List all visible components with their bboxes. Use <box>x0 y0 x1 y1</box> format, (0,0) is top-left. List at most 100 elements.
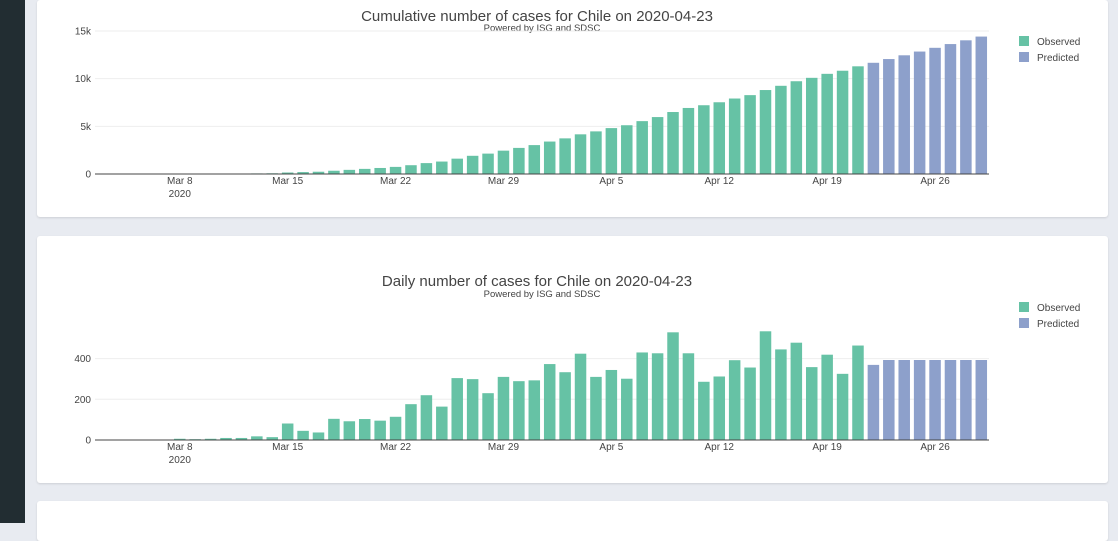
observed-bar[interactable] <box>405 165 417 174</box>
y-tick-label: 5k <box>80 122 92 133</box>
observed-bar[interactable] <box>359 169 371 174</box>
predicted-bar[interactable] <box>914 360 926 440</box>
observed-bar[interactable] <box>606 128 618 174</box>
observed-bar[interactable] <box>421 163 433 174</box>
observed-bar[interactable] <box>775 86 787 174</box>
observed-bar[interactable] <box>852 346 864 440</box>
legend-label[interactable]: Predicted <box>1037 53 1079 64</box>
sidebar <box>0 0 25 523</box>
observed-bar[interactable] <box>529 145 541 174</box>
observed-bar[interactable] <box>529 380 541 440</box>
observed-bar[interactable] <box>482 154 494 174</box>
observed-bar[interactable] <box>791 343 803 440</box>
predicted-bar[interactable] <box>898 55 910 174</box>
observed-bar[interactable] <box>313 432 325 440</box>
observed-bar[interactable] <box>436 407 448 440</box>
predicted-bar[interactable] <box>868 365 880 440</box>
observed-bar[interactable] <box>621 125 633 174</box>
legend-label[interactable]: Predicted <box>1037 319 1079 330</box>
legend-label[interactable]: Observed <box>1037 303 1080 314</box>
observed-bar[interactable] <box>821 74 833 174</box>
predicted-bar[interactable] <box>960 40 972 174</box>
predicted-bar[interactable] <box>976 37 988 174</box>
observed-bar[interactable] <box>760 90 772 174</box>
observed-bar[interactable] <box>621 379 633 440</box>
observed-bar[interactable] <box>390 167 402 174</box>
observed-bar[interactable] <box>606 370 618 440</box>
observed-bar[interactable] <box>344 421 356 440</box>
observed-bar[interactable] <box>575 354 587 440</box>
observed-bar[interactable] <box>729 99 741 174</box>
predicted-bar[interactable] <box>898 360 910 440</box>
observed-bar[interactable] <box>328 419 340 440</box>
observed-bar[interactable] <box>374 421 386 440</box>
observed-bar[interactable] <box>544 142 556 174</box>
observed-bar[interactable] <box>744 95 756 174</box>
observed-bar[interactable] <box>837 71 849 174</box>
observed-bar[interactable] <box>652 117 664 174</box>
observed-bar[interactable] <box>498 151 510 174</box>
observed-bar[interactable] <box>806 367 818 440</box>
observed-bar[interactable] <box>729 360 741 440</box>
observed-bar[interactable] <box>760 331 772 440</box>
x-tick-year-label: 2020 <box>169 455 192 466</box>
observed-bar[interactable] <box>467 379 479 440</box>
predicted-bar[interactable] <box>883 59 895 174</box>
legend-swatch[interactable] <box>1019 36 1029 46</box>
observed-bar[interactable] <box>667 332 679 440</box>
observed-bar[interactable] <box>390 417 402 440</box>
observed-bar[interactable] <box>405 404 417 440</box>
observed-bar[interactable] <box>714 376 726 440</box>
observed-bar[interactable] <box>498 377 510 440</box>
observed-bar[interactable] <box>714 102 726 174</box>
predicted-bar[interactable] <box>914 52 926 174</box>
observed-bar[interactable] <box>698 382 710 440</box>
observed-bar[interactable] <box>636 352 648 440</box>
predicted-bar[interactable] <box>945 360 957 440</box>
predicted-bar[interactable] <box>868 63 880 174</box>
observed-bar[interactable] <box>852 66 864 174</box>
observed-bar[interactable] <box>344 170 356 174</box>
observed-bar[interactable] <box>559 138 571 174</box>
observed-bar[interactable] <box>806 78 818 174</box>
predicted-bar[interactable] <box>960 360 972 440</box>
observed-bar[interactable] <box>467 156 479 174</box>
observed-bar[interactable] <box>251 436 263 440</box>
observed-bar[interactable] <box>590 131 602 174</box>
observed-bar[interactable] <box>451 378 463 440</box>
legend-label[interactable]: Observed <box>1037 37 1080 48</box>
legend-swatch[interactable] <box>1019 318 1029 328</box>
observed-bar[interactable] <box>359 419 371 440</box>
predicted-bar[interactable] <box>883 360 895 440</box>
observed-bar[interactable] <box>590 377 602 440</box>
observed-bar[interactable] <box>683 108 695 174</box>
observed-bar[interactable] <box>821 355 833 440</box>
predicted-bar[interactable] <box>929 48 941 174</box>
legend-swatch[interactable] <box>1019 302 1029 312</box>
observed-bar[interactable] <box>482 393 494 440</box>
observed-bar[interactable] <box>513 148 525 174</box>
observed-bar[interactable] <box>421 395 433 440</box>
observed-bar[interactable] <box>683 353 695 440</box>
observed-bar[interactable] <box>667 112 679 174</box>
observed-bar[interactable] <box>775 349 787 440</box>
predicted-bar[interactable] <box>976 360 988 440</box>
predicted-bar[interactable] <box>929 360 941 440</box>
legend-swatch[interactable] <box>1019 52 1029 62</box>
observed-bar[interactable] <box>297 431 309 440</box>
observed-bar[interactable] <box>744 368 756 440</box>
observed-bar[interactable] <box>837 374 849 440</box>
observed-bar[interactable] <box>282 424 294 440</box>
observed-bar[interactable] <box>451 159 463 174</box>
observed-bar[interactable] <box>436 162 448 174</box>
observed-bar[interactable] <box>513 381 525 440</box>
observed-bar[interactable] <box>636 121 648 174</box>
predicted-bar[interactable] <box>945 44 957 174</box>
observed-bar[interactable] <box>559 372 571 440</box>
observed-bar[interactable] <box>698 105 710 174</box>
observed-bar[interactable] <box>652 353 664 440</box>
observed-bar[interactable] <box>544 364 556 440</box>
observed-bar[interactable] <box>791 81 803 174</box>
observed-bar[interactable] <box>575 134 587 174</box>
observed-bar[interactable] <box>374 168 386 174</box>
